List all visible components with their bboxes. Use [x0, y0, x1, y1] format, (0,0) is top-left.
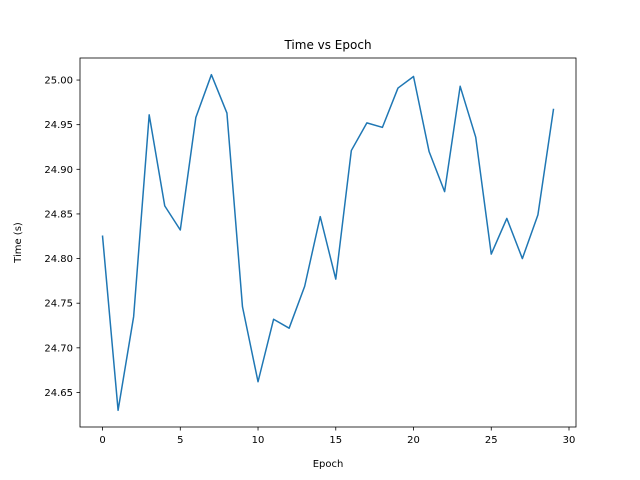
- y-tick-label: 24.85: [44, 209, 73, 220]
- x-tick-label: 0: [99, 435, 105, 446]
- x-tick-label: 20: [407, 435, 420, 446]
- y-tick-label: 25.00: [44, 76, 73, 87]
- y-tick-label: 24.80: [44, 254, 73, 265]
- y-axis-label: Time (s): [13, 222, 24, 264]
- chart-title: Time vs Epoch: [283, 38, 371, 52]
- y-axis-ticks: 24.65 24.70 24.75 24.80 24.85 24.90 24.95 25.00: [44, 76, 80, 399]
- y-tick-label: 24.70: [44, 343, 73, 354]
- y-tick-label: 24.65: [44, 388, 73, 399]
- x-tick-label: 30: [563, 435, 576, 446]
- x-tick-label: 15: [329, 435, 342, 446]
- plot-area: [101, 73, 555, 412]
- x-tick-label: 25: [485, 435, 498, 446]
- y-tick-label: 24.75: [44, 299, 73, 310]
- axes-frame: [79, 57, 577, 428]
- x-axis-ticks: 0 5 10 15 20 25 30: [99, 427, 575, 446]
- y-tick-label: 24.90: [44, 165, 73, 176]
- x-tick-label: 10: [252, 435, 265, 446]
- y-tick-label: 24.95: [44, 120, 73, 131]
- x-axis-label: Epoch: [313, 459, 344, 470]
- x-tick-label: 5: [177, 435, 183, 446]
- series-line: [101, 73, 555, 412]
